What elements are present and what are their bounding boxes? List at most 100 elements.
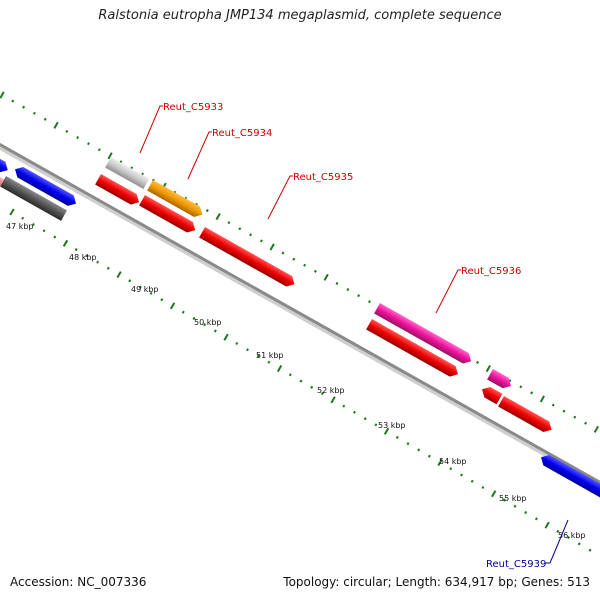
inner-ring-major-tick [9, 208, 15, 216]
inner-ring-minor-tick [138, 285, 142, 289]
outer-ring-minor-tick [562, 409, 566, 413]
gene-feature-red-2[interactable] [139, 195, 198, 235]
outer-ring-minor-tick [519, 385, 523, 389]
callout-line-5936 [435, 269, 461, 314]
outer-ring-major-tick [323, 273, 329, 281]
inner-ring-major-tick [544, 521, 550, 529]
inner-ring-minor-tick [353, 410, 356, 414]
inner-ring-minor-tick [235, 341, 239, 346]
inner-ring-major-tick [383, 427, 390, 435]
tick-label-54: 54 kbp [439, 457, 467, 466]
inner-ring-minor-tick [502, 498, 506, 502]
outer-ring-minor-tick [32, 111, 36, 115]
tick-label-49: 49 kbp [131, 285, 159, 294]
inner-ring-major-tick [223, 333, 229, 341]
outer-ring-minor-tick [76, 136, 80, 140]
outer-ring-major-tick [215, 213, 221, 221]
inner-ring-minor-tick [427, 454, 431, 458]
gene-feature-blue-left[interactable] [0, 156, 11, 175]
gene-feature-magenta[interactable] [374, 303, 474, 366]
callout-line-5934 [187, 131, 212, 180]
inner-ring-minor-tick [192, 316, 196, 321]
outer-ring-minor-tick [87, 142, 90, 146]
inner-ring-minor-tick [213, 329, 217, 333]
inner-ring-minor-tick [21, 216, 25, 220]
gene-label-5934[interactable]: Reut_C5934 [212, 128, 272, 139]
gene-label-5935[interactable]: Reut_C5935 [293, 172, 353, 183]
inner-ring-minor-tick [374, 423, 378, 427]
outer-ring-minor-tick [584, 421, 588, 425]
inner-ring-minor-tick [181, 310, 185, 314]
gene-feature-pink[interactable] [0, 175, 4, 190]
gene-label-5933[interactable]: Reut_C5933 [163, 102, 223, 113]
inner-ring-major-tick [169, 302, 176, 310]
inner-ring-minor-tick [556, 529, 560, 533]
outer-ring-minor-tick [97, 148, 101, 152]
inner-ring-minor-tick [363, 417, 367, 421]
tick-label-47: 47 kbp [6, 222, 34, 231]
callout-line-5935 [267, 175, 293, 220]
gene-feature-red-3[interactable] [199, 227, 297, 289]
inner-ring-minor-tick [299, 379, 303, 383]
inner-ring-minor-tick [85, 254, 89, 258]
inner-ring-minor-tick [256, 354, 260, 358]
outer-ring-minor-tick [43, 117, 47, 121]
tick-label-50: 50 kbp [194, 318, 222, 327]
inner-ring-minor-tick [149, 291, 153, 295]
outer-ring-minor-tick [238, 227, 242, 231]
tick-label-48: 48 kbp [69, 253, 97, 262]
outer-ring-minor-tick [259, 239, 263, 243]
inner-ring-minor-tick [288, 373, 292, 377]
outer-ring-minor-tick [281, 251, 285, 255]
outer-ring-major-tick [107, 152, 113, 160]
tick-label-51: 51 kbp [256, 351, 284, 360]
gene-feature-red-5[interactable] [498, 396, 554, 435]
inner-ring-minor-tick [449, 467, 453, 471]
gene-feature-red-small[interactable] [479, 384, 503, 405]
inner-ring-minor-tick [588, 548, 592, 552]
inner-ring-major-tick [62, 239, 69, 247]
gene-feature-orange[interactable] [147, 180, 205, 220]
gene-feature-blue-right[interactable] [538, 452, 600, 502]
gene-feature-dark-grey[interactable] [0, 176, 67, 221]
inner-ring-major-tick [276, 365, 283, 373]
outer-ring-minor-tick [357, 294, 361, 298]
inner-ring-minor-tick [128, 279, 132, 283]
outer-ring-minor-tick [368, 300, 371, 304]
backbone-shadow [0, 143, 600, 488]
outer-ring-minor-tick [530, 391, 534, 395]
inner-ring-minor-tick [470, 479, 474, 483]
gene-feature-magenta-small[interactable] [487, 369, 514, 391]
gene-feature-grey[interactable] [105, 157, 150, 190]
gene-feature-red-1[interactable] [95, 174, 142, 208]
inner-ring-minor-tick [320, 392, 324, 396]
inner-ring-minor-tick [342, 404, 346, 408]
inner-ring-major-tick [116, 271, 122, 279]
gene-feature-red-4[interactable] [366, 319, 461, 380]
inner-ring-minor-tick [42, 229, 46, 233]
inner-ring-minor-tick [160, 298, 164, 302]
outer-ring-minor-tick [573, 415, 577, 419]
outer-ring-minor-tick [249, 233, 253, 237]
inner-ring-minor-tick [53, 235, 57, 239]
outer-ring-minor-tick [65, 129, 69, 133]
outer-ring-major-tick [53, 121, 59, 129]
outer-ring-major-tick [269, 243, 275, 251]
outer-ring-major-tick [485, 365, 491, 373]
gene-feature-blue[interactable] [12, 164, 79, 209]
callout-line-5939 [545, 519, 569, 564]
inner-ring-minor-tick [246, 348, 249, 352]
inner-ring-minor-tick [267, 360, 271, 364]
inner-ring-minor-tick [406, 442, 410, 446]
inner-ring-minor-tick [74, 248, 78, 252]
inner-ring-minor-tick [106, 266, 110, 270]
map-title: Ralstonia eutropha JMP134 megaplasmid, c… [98, 8, 502, 23]
inner-ring-minor-tick [395, 435, 399, 439]
gene-label-5936[interactable]: Reut_C5936 [461, 266, 521, 277]
tick-label-53: 53 kbp [378, 421, 406, 430]
outer-ring-minor-tick [227, 221, 231, 225]
inner-ring-minor-tick [513, 504, 517, 508]
inner-ring-minor-tick [417, 448, 421, 452]
gene-label-5939[interactable]: Reut_C5939 [486, 559, 546, 570]
tick-label-55: 55 kbp [499, 494, 527, 503]
